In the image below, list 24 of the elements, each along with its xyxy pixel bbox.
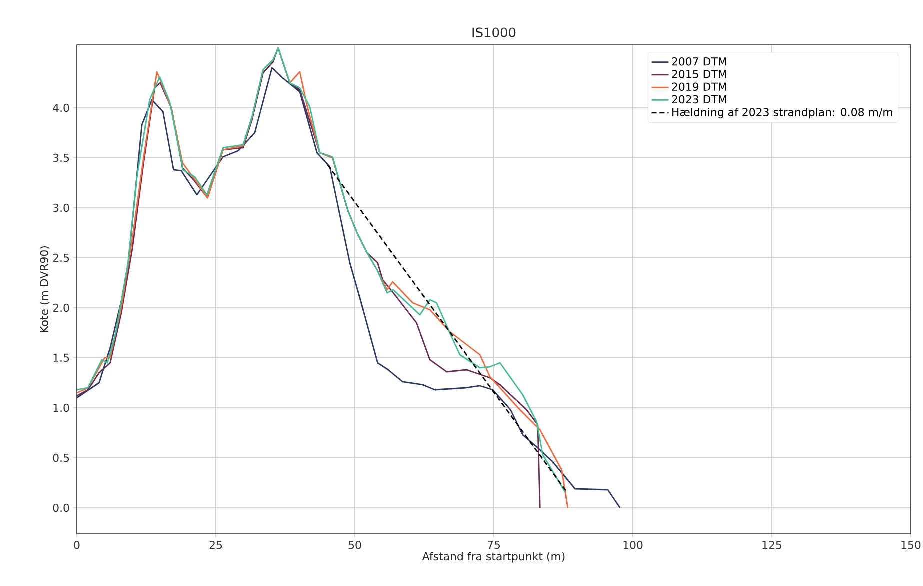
y-tick-label: 2.5 [53, 254, 70, 262]
y-tick-label: 0.5 [53, 454, 70, 462]
x-tick-label: 100 [624, 541, 643, 550]
y-tick-label: 0.0 [53, 504, 70, 512]
legend-label: 2019 DTM [672, 82, 726, 92]
y-tick-label: 3.5 [53, 154, 70, 162]
chart-title: IS1000 [472, 28, 516, 38]
y-tick-label: 2.0 [53, 304, 70, 312]
x-tick-label: 25 [210, 541, 222, 550]
legend-label: 2023 DTM [672, 95, 726, 104]
y-axis-title: Kote (m DVR90) [40, 246, 50, 332]
legend-label: Hældning af 2023 strandplan: 0.08 m/m [672, 108, 892, 119]
y-tick-label: 1.0 [54, 404, 70, 412]
x-tick-label: 75 [488, 541, 500, 550]
y-tick-label: 1.5 [54, 354, 70, 362]
legend-label: 2015 DTM [672, 70, 726, 78]
legend-label: 2007 DTM [672, 58, 726, 66]
x-tick-label: 150 [902, 541, 921, 550]
y-tick-label: 3.0 [53, 204, 70, 212]
y-tick-label: 4.0 [53, 104, 70, 112]
x-axis-title: Afstand fra startpunkt (m) [422, 552, 565, 563]
x-tick-label: 0 [74, 541, 80, 550]
x-tick-label: 50 [348, 541, 362, 550]
x-tick-label: 125 [762, 541, 782, 550]
